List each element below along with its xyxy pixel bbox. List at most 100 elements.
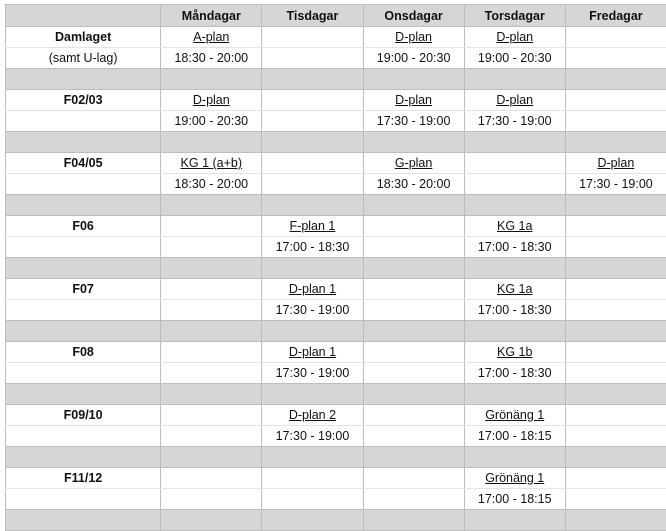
time-cell bbox=[564, 110, 666, 132]
place-link[interactable]: D-plan bbox=[496, 30, 534, 44]
place-cell bbox=[160, 341, 263, 363]
time-cell: 18:30 - 20:00 bbox=[160, 173, 263, 195]
separator-cell bbox=[160, 446, 263, 468]
place-link[interactable]: Grönäng 1 bbox=[485, 471, 545, 485]
time-cell bbox=[160, 425, 263, 447]
place-link[interactable]: D-plan bbox=[192, 93, 230, 107]
time-cell: 17:00 - 18:30 bbox=[261, 236, 364, 258]
separator-cell bbox=[160, 509, 263, 531]
place-cell: G-plan bbox=[362, 152, 465, 174]
place-link[interactable]: D-plan bbox=[496, 93, 534, 107]
separator-cell bbox=[463, 446, 566, 468]
header-row: Måndagar Tisdagar Onsdagar Torsdagar Fre… bbox=[4, 4, 666, 27]
place-link[interactable]: D-plan bbox=[597, 156, 635, 170]
team-row-times: 17:30 - 19:00 17:00 - 18:30 bbox=[4, 362, 666, 384]
team-subtitle bbox=[4, 236, 162, 258]
separator-cell bbox=[160, 257, 263, 279]
separator-cell bbox=[261, 320, 364, 342]
time-cell bbox=[564, 488, 666, 510]
place-link[interactable]: KG 1a bbox=[497, 282, 533, 296]
place-link[interactable]: Grönäng 1 bbox=[485, 408, 545, 422]
separator-cell bbox=[463, 383, 566, 405]
separator-cell bbox=[4, 509, 162, 531]
separator-cell bbox=[564, 131, 666, 153]
place-cell bbox=[362, 341, 465, 363]
team-row-times: 18:30 - 20:00 18:30 - 20:00 17:30 - 19:00 bbox=[4, 173, 666, 195]
separator-cell bbox=[463, 194, 566, 216]
place-cell bbox=[564, 89, 666, 111]
separator-row bbox=[4, 320, 666, 342]
team-name: F11/12 bbox=[4, 467, 162, 489]
separator-cell bbox=[362, 131, 465, 153]
time-cell bbox=[362, 425, 465, 447]
time-cell bbox=[564, 47, 666, 69]
time-cell: 17:00 - 18:15 bbox=[463, 425, 566, 447]
place-link[interactable]: KG 1 (a+b) bbox=[180, 156, 243, 170]
separator-cell bbox=[4, 68, 162, 90]
time-cell bbox=[362, 362, 465, 384]
time-cell bbox=[564, 236, 666, 258]
team-row-times: 17:30 - 19:00 17:00 - 18:15 bbox=[4, 425, 666, 447]
separator-cell bbox=[362, 383, 465, 405]
place-link[interactable]: KG 1a bbox=[497, 219, 533, 233]
separator-row bbox=[4, 509, 666, 531]
place-link[interactable]: D-plan bbox=[395, 93, 432, 107]
header-thursday: Torsdagar bbox=[463, 4, 566, 27]
team-row-times: (samt U-lag) 18:30 - 20:00 19:00 - 20:30 19… bbox=[4, 47, 666, 69]
separator-cell bbox=[261, 383, 364, 405]
time-cell bbox=[564, 425, 666, 447]
separator-cell bbox=[463, 257, 566, 279]
team-row-times: 19:00 - 20:30 17:30 - 19:00 17:30 - 19:00 bbox=[4, 110, 666, 132]
place-link[interactable]: D-plan 1 bbox=[288, 282, 337, 296]
separator-row bbox=[4, 68, 666, 90]
team-name: F09/10 bbox=[4, 404, 162, 426]
place-cell: KG 1a bbox=[463, 215, 566, 237]
separator-cell bbox=[564, 383, 666, 405]
team-row-places: F06 F-plan 1 KG 1a bbox=[4, 215, 666, 237]
time-cell: 17:30 - 19:00 bbox=[463, 110, 566, 132]
team-row-times: 17:00 - 18:15 bbox=[4, 488, 666, 510]
team-name: F04/05 bbox=[4, 152, 162, 174]
place-cell bbox=[564, 404, 666, 426]
separator-cell bbox=[463, 320, 566, 342]
place-link[interactable]: F-plan 1 bbox=[289, 219, 336, 233]
place-link[interactable]: D-plan bbox=[395, 30, 432, 44]
place-cell bbox=[160, 215, 263, 237]
place-link[interactable]: A-plan bbox=[193, 30, 230, 44]
time-cell: 17:30 - 19:00 bbox=[362, 110, 465, 132]
place-cell: Grönäng 1 bbox=[463, 467, 566, 489]
separator-cell bbox=[4, 446, 162, 468]
separator-row bbox=[4, 194, 666, 216]
time-cell: 17:30 - 19:00 bbox=[261, 299, 364, 321]
place-cell bbox=[261, 89, 364, 111]
place-link[interactable]: KG 1b bbox=[497, 345, 533, 359]
separator-cell bbox=[261, 446, 364, 468]
header-team-cell bbox=[4, 4, 162, 27]
time-cell bbox=[261, 47, 364, 69]
separator-row bbox=[4, 131, 666, 153]
separator-cell bbox=[564, 320, 666, 342]
place-cell: KG 1 (a+b) bbox=[160, 152, 263, 174]
separator-cell bbox=[362, 194, 465, 216]
place-cell: KG 1a bbox=[463, 278, 566, 300]
place-cell: Grönäng 1 bbox=[463, 404, 566, 426]
separator-row bbox=[4, 446, 666, 468]
place-cell: D-plan bbox=[160, 89, 263, 111]
team-name: Damlaget bbox=[4, 26, 162, 48]
separator-cell bbox=[160, 320, 263, 342]
place-link[interactable]: D-plan 1 bbox=[288, 345, 337, 359]
place-cell bbox=[160, 404, 263, 426]
place-link[interactable]: D-plan 2 bbox=[288, 408, 337, 422]
team-row-places: F11/12 Grönäng 1 bbox=[4, 467, 666, 489]
place-link[interactable]: G-plan bbox=[394, 156, 433, 170]
time-cell: 17:00 - 18:30 bbox=[463, 299, 566, 321]
time-cell: 17:30 - 19:00 bbox=[261, 425, 364, 447]
separator-cell bbox=[4, 257, 162, 279]
place-cell: D-plan bbox=[362, 89, 465, 111]
time-cell: 17:30 - 19:00 bbox=[261, 362, 364, 384]
separator-row bbox=[4, 257, 666, 279]
separator-cell bbox=[564, 68, 666, 90]
separator-cell bbox=[4, 194, 162, 216]
time-cell: 17:00 - 18:15 bbox=[463, 488, 566, 510]
team-row-places: F07 D-plan 1 KG 1a bbox=[4, 278, 666, 300]
